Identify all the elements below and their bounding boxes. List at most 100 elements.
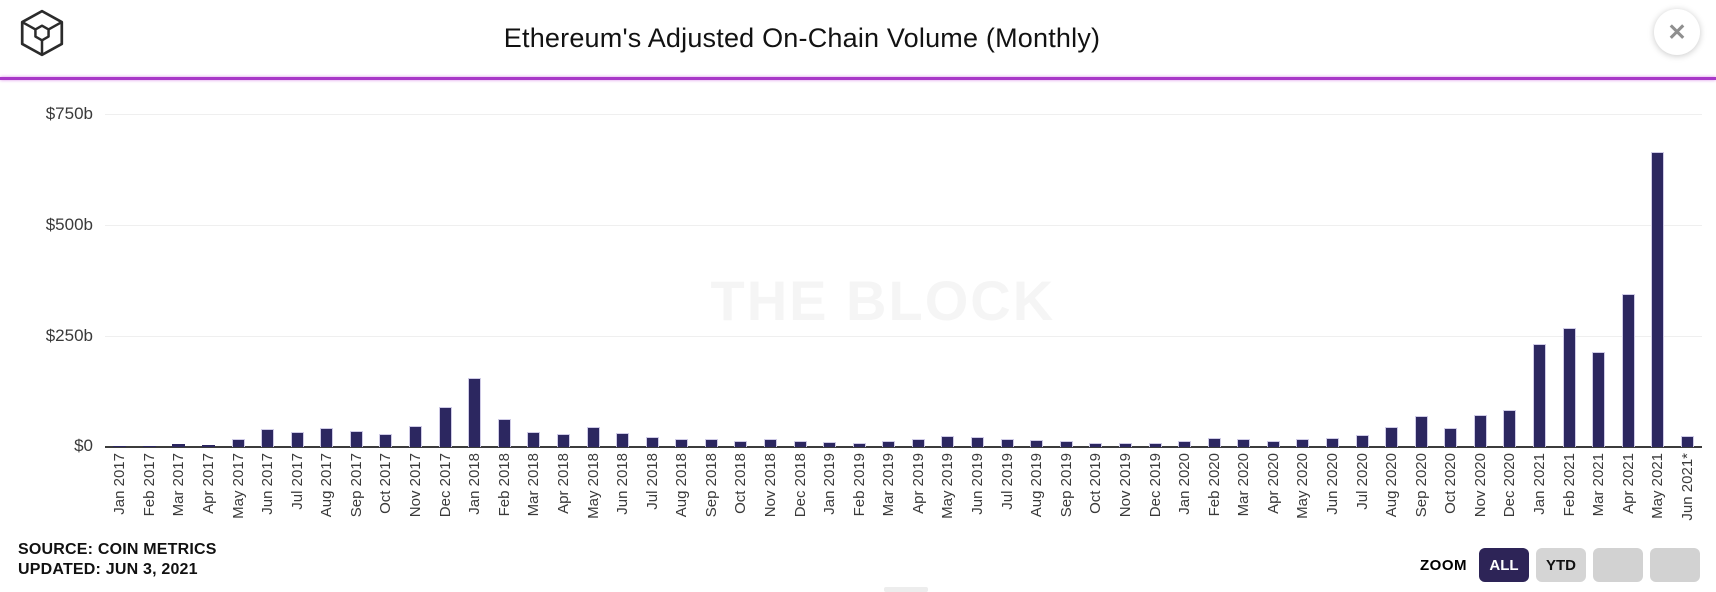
zoom-label: ZOOM: [1420, 556, 1467, 574]
zoom-button-blank-2[interactable]: [1593, 548, 1643, 582]
bar-may-2017[interactable]: [231, 439, 245, 447]
x-label-slot: Jul 2017: [282, 453, 312, 543]
bar-aug-2017[interactable]: [320, 428, 334, 447]
bar-dec-2019[interactable]: [1148, 443, 1162, 447]
x-label-slot: Jan 2021: [1525, 453, 1555, 543]
x-label-slot: Mar 2018: [519, 453, 549, 543]
bar-jun-2017[interactable]: [261, 429, 275, 447]
bar-slot: [933, 96, 963, 447]
x-label-slot: Aug 2020: [1377, 453, 1407, 543]
x-axis-labels: Jan 2017 Feb 2017 Mar 2017 Apr 2017 May 2017…: [105, 453, 1702, 543]
x-label-slot: Sep 2019: [1052, 453, 1082, 543]
bar-may-2021[interactable]: [1651, 152, 1665, 447]
bar-may-2018[interactable]: [586, 427, 600, 447]
scroll-handle: [884, 587, 928, 592]
bar-nov-2020[interactable]: [1473, 415, 1487, 447]
bar-feb-2021[interactable]: [1562, 328, 1576, 447]
bar-sep-2020[interactable]: [1414, 416, 1428, 447]
bar-sep-2017[interactable]: [349, 431, 363, 447]
bar-jul-2018[interactable]: [645, 437, 659, 447]
x-label-slot: Nov 2020: [1466, 453, 1496, 543]
bar-jan-2017[interactable]: [113, 446, 127, 447]
bar-slot: [1229, 96, 1259, 447]
bar-oct-2020[interactable]: [1444, 428, 1458, 447]
bar-mar-2021[interactable]: [1592, 352, 1606, 447]
x-axis-label: Aug 2019: [1028, 453, 1046, 518]
x-axis-label: Apr 2020: [1264, 453, 1282, 514]
bar-feb-2018[interactable]: [497, 419, 511, 447]
x-axis-label: May 2019: [939, 453, 957, 519]
bar-nov-2018[interactable]: [764, 439, 777, 447]
gridline-250: [105, 336, 1702, 337]
bar-apr-2019[interactable]: [911, 439, 925, 447]
x-axis-label: Oct 2019: [1087, 453, 1105, 514]
x-label-slot: Feb 2020: [1199, 453, 1229, 543]
x-axis-label: Nov 2020: [1471, 453, 1489, 518]
bar-apr-2021[interactable]: [1621, 294, 1635, 447]
bar-dec-2018[interactable]: [793, 441, 807, 447]
bar-may-2020[interactable]: [1296, 439, 1310, 447]
x-label-slot: Jan 2020: [1170, 453, 1200, 543]
x-axis-label: Apr 2017: [200, 453, 218, 514]
x-axis-label: Sep 2017: [347, 453, 365, 518]
x-label-slot: Dec 2017: [430, 453, 460, 543]
bar-sep-2019[interactable]: [1059, 441, 1073, 447]
bar-jul-2020[interactable]: [1355, 435, 1369, 447]
bar-apr-2017[interactable]: [202, 445, 216, 447]
bar-jun-2019[interactable]: [971, 437, 985, 447]
x-label-slot: May 2020: [1288, 453, 1318, 543]
bar-oct-2018[interactable]: [734, 441, 748, 447]
x-label-slot: Apr 2018: [549, 453, 579, 543]
bar-mar-2020[interactable]: [1237, 439, 1251, 447]
bar-may-2019[interactable]: [941, 436, 955, 447]
bar-slot: [1170, 96, 1200, 447]
bar-dec-2020[interactable]: [1503, 410, 1517, 447]
x-axis-label: May 2021: [1649, 453, 1667, 519]
bar-aug-2019[interactable]: [1030, 440, 1044, 447]
bar-jul-2019[interactable]: [1000, 439, 1014, 447]
bar-jul-2017[interactable]: [290, 432, 304, 447]
x-axis-label: Jan 2019: [821, 453, 839, 515]
bar-slot: [1081, 96, 1111, 447]
bar-jan-2021[interactable]: [1533, 344, 1547, 447]
bar-jun-2021[interactable]: [1680, 436, 1694, 447]
bar-slot: [992, 96, 1022, 447]
bar-aug-2018[interactable]: [675, 439, 689, 447]
bar-oct-2017[interactable]: [379, 434, 393, 447]
x-label-slot: Nov 2019: [1111, 453, 1141, 543]
bar-feb-2020[interactable]: [1207, 438, 1221, 447]
bar-aug-2020[interactable]: [1385, 427, 1399, 447]
bar-mar-2018[interactable]: [527, 432, 541, 447]
close-button[interactable]: ✕: [1654, 9, 1700, 55]
bar-feb-2017[interactable]: [142, 446, 156, 447]
y-tick-750: $750b: [45, 104, 93, 123]
bar-nov-2019[interactable]: [1118, 443, 1132, 447]
bar-mar-2019[interactable]: [882, 441, 896, 447]
bar-jun-2020[interactable]: [1325, 438, 1339, 447]
x-label-slot: Jan 2018: [460, 453, 490, 543]
bar-sep-2018[interactable]: [704, 439, 718, 447]
x-label-slot: Mar 2017: [164, 453, 194, 543]
bar-slot: [194, 96, 224, 447]
bar-apr-2018[interactable]: [556, 434, 570, 447]
bar-dec-2017[interactable]: [438, 407, 452, 447]
zoom-button-all[interactable]: ALL: [1479, 548, 1529, 582]
x-axis-label: Mar 2020: [1235, 453, 1253, 517]
x-label-slot: Apr 2019: [904, 453, 934, 543]
bar-jan-2018[interactable]: [468, 378, 482, 447]
x-axis-label: Oct 2020: [1442, 453, 1460, 514]
x-axis-label: Oct 2017: [377, 453, 395, 514]
bar-jan-2019[interactable]: [823, 442, 837, 447]
bar-apr-2020[interactable]: [1266, 441, 1280, 447]
bar-jun-2018[interactable]: [616, 433, 630, 447]
bar-nov-2017[interactable]: [409, 426, 423, 447]
zoom-button-ytd[interactable]: YTD: [1536, 548, 1586, 582]
x-label-slot: May 2018: [578, 453, 608, 543]
zoom-button-blank-3[interactable]: [1650, 548, 1700, 582]
bar-mar-2017[interactable]: [172, 444, 186, 447]
bar-oct-2019[interactable]: [1089, 443, 1103, 447]
bar-feb-2019[interactable]: [852, 443, 866, 447]
bar-jan-2020[interactable]: [1178, 441, 1192, 447]
x-axis-label: Dec 2020: [1501, 453, 1519, 518]
